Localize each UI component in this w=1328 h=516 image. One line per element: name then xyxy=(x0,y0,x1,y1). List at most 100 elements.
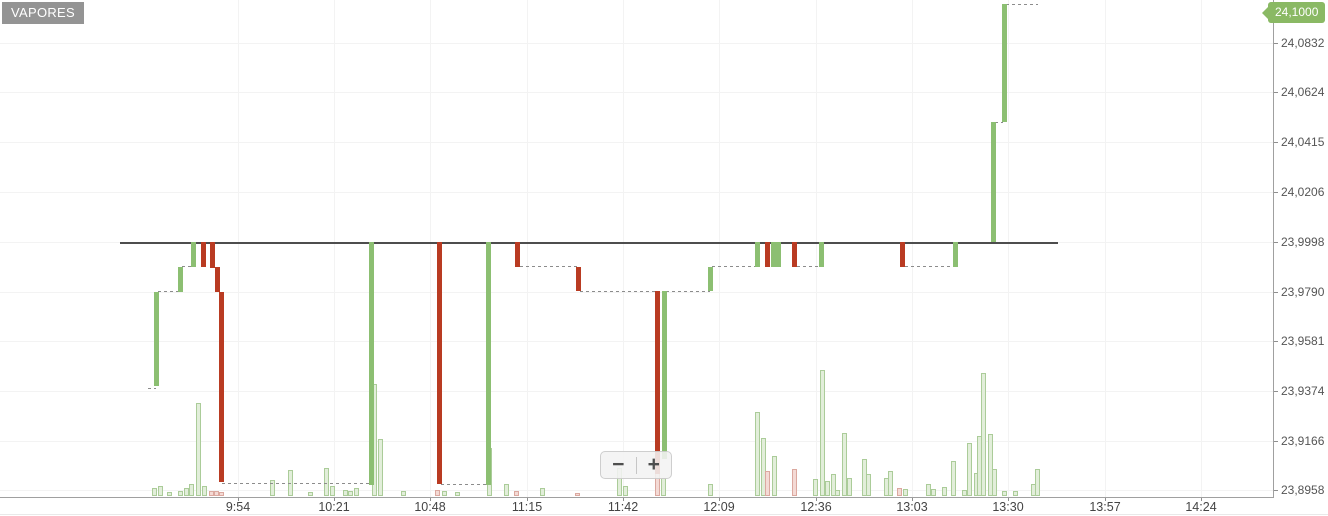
candle-up xyxy=(191,242,196,267)
candle-down xyxy=(515,242,520,267)
h-gridline xyxy=(0,391,1273,392)
h-gridline xyxy=(0,92,1273,93)
x-tick xyxy=(238,497,239,501)
candle-up xyxy=(819,242,824,267)
y-tick xyxy=(1273,341,1278,342)
volume-bar xyxy=(992,469,997,496)
volume-bar xyxy=(1013,491,1018,496)
flat-price-dash xyxy=(797,266,820,267)
y-axis-line xyxy=(1273,0,1274,498)
y-axis-label: 23,8958 xyxy=(1281,483,1325,497)
flat-price-dash xyxy=(995,122,1003,123)
x-axis-label: 12:09 xyxy=(703,500,735,514)
x-tick xyxy=(334,497,335,501)
zoom-divider xyxy=(635,456,637,474)
candle-up xyxy=(369,242,374,485)
candle-up xyxy=(755,242,760,267)
volume-bar xyxy=(813,479,818,496)
y-tick xyxy=(1273,43,1278,44)
x-tick xyxy=(1105,497,1106,501)
volume-bar xyxy=(903,489,908,496)
candle-down xyxy=(219,292,224,482)
volume-bar xyxy=(209,491,214,496)
x-tick xyxy=(912,497,913,501)
volume-bar xyxy=(926,484,931,496)
candle-up xyxy=(178,267,183,292)
v-gridline xyxy=(623,0,624,497)
volume-bar xyxy=(196,403,201,496)
h-gridline xyxy=(0,292,1273,293)
candle-down xyxy=(655,291,660,474)
volume-bar xyxy=(1035,469,1040,496)
x-axis-label: 14:24 xyxy=(1185,500,1217,514)
v-gridline xyxy=(334,0,335,497)
volume-bar xyxy=(158,486,163,496)
flat-price-dash xyxy=(520,266,578,267)
volume-bar xyxy=(184,488,189,496)
volume-bar xyxy=(401,491,406,496)
candle-down xyxy=(576,267,581,291)
flat-price-dash xyxy=(158,291,180,292)
candle-down xyxy=(792,242,797,267)
y-axis-label: 24,0206 xyxy=(1281,185,1325,199)
y-tick xyxy=(1273,441,1278,442)
y-axis-label: 24,0624 xyxy=(1281,85,1325,99)
v-gridline xyxy=(1008,0,1009,497)
y-tick xyxy=(1273,242,1278,243)
volume-bar xyxy=(842,433,847,496)
volume-bar xyxy=(167,492,172,496)
volume-bar xyxy=(967,443,972,496)
volume-bar xyxy=(202,486,207,496)
candle-down xyxy=(201,242,206,267)
y-tick xyxy=(1273,92,1278,93)
candle-up xyxy=(991,122,996,242)
volume-bar xyxy=(435,490,440,496)
candle-up xyxy=(953,242,958,267)
x-tick xyxy=(623,497,624,501)
volume-bar xyxy=(219,492,224,496)
x-axis-label: 12:36 xyxy=(800,500,832,514)
v-gridline xyxy=(238,0,239,497)
volume-bar xyxy=(888,471,893,496)
volume-bar xyxy=(378,439,383,496)
h-gridline xyxy=(0,43,1273,44)
y-axis-label: 23,9166 xyxy=(1281,434,1325,448)
volume-bar xyxy=(866,474,871,496)
v-gridline xyxy=(527,0,528,497)
flat-price-dash xyxy=(222,483,371,484)
volume-bar xyxy=(178,491,183,496)
h-gridline xyxy=(0,441,1273,442)
volume-bar xyxy=(765,471,770,496)
y-axis-label: 23,9998 xyxy=(1281,235,1325,249)
y-axis-label: 23,9581 xyxy=(1281,334,1325,348)
v-gridline xyxy=(719,0,720,497)
volume-bar xyxy=(455,492,460,496)
x-tick xyxy=(1008,497,1009,501)
x-axis-label: 10:48 xyxy=(414,500,446,514)
volume-bar xyxy=(308,492,313,496)
candle-up xyxy=(771,242,776,267)
current-price-tag: 24,1000 xyxy=(1268,2,1326,23)
x-tick xyxy=(527,497,528,501)
h-gridline xyxy=(0,490,1273,491)
y-axis-label: 24,0415 xyxy=(1281,135,1325,149)
candle-down xyxy=(900,242,905,267)
candle-up xyxy=(486,242,491,485)
h-gridline xyxy=(0,192,1273,193)
y-tick xyxy=(1273,292,1278,293)
candle-down xyxy=(437,242,442,484)
volume-bar xyxy=(708,484,713,496)
volume-bar xyxy=(755,412,760,496)
x-axis-line xyxy=(0,497,1274,498)
volume-bar xyxy=(835,490,840,496)
volume-bar xyxy=(820,370,825,496)
x-axis-label: 11:42 xyxy=(607,500,639,514)
zoom-out-button[interactable]: − xyxy=(601,453,636,477)
volume-bar xyxy=(951,461,956,496)
flat-price-dash xyxy=(1006,4,1038,5)
x-axis-label: 11:15 xyxy=(511,500,543,514)
zoom-in-button[interactable]: + xyxy=(637,453,672,477)
y-tick xyxy=(1273,192,1278,193)
